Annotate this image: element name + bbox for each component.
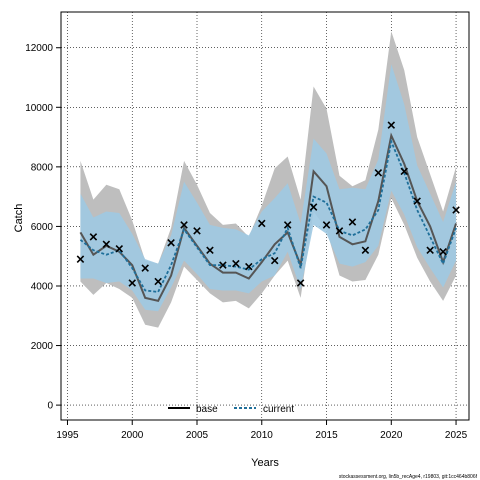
y-axis-title: Catch <box>13 204 25 233</box>
x-tick-label: 2000 <box>121 430 144 441</box>
base-line <box>79 132 457 303</box>
y-tick-label: 4000 <box>31 281 54 292</box>
observation-marker <box>270 256 279 265</box>
observation-marker <box>89 233 98 241</box>
observation-marker <box>154 277 162 286</box>
x-tick-label: 2020 <box>380 430 403 441</box>
observation-marker <box>193 227 201 235</box>
y-tick-label: 6000 <box>31 222 54 233</box>
series-lines <box>79 132 457 303</box>
x-tick-label: 2005 <box>186 430 209 441</box>
x-tick-label: 2025 <box>445 430 468 441</box>
x-tick-label: 2010 <box>251 430 274 441</box>
observation-marker <box>283 221 292 229</box>
x-axis-title: Years <box>251 457 279 469</box>
footer-watermark: stockassessment.org, lin5b_recAge4, r198… <box>339 474 478 480</box>
observation-marker <box>452 206 460 214</box>
plot-frame <box>60 11 470 421</box>
observation-marker <box>361 246 370 255</box>
observation-marker <box>439 247 447 256</box>
x-tick-label: 1995 <box>56 430 79 441</box>
observation-marker <box>76 255 85 263</box>
legend-base-label: base <box>196 404 218 415</box>
observation-marker <box>426 246 434 255</box>
observation-marker <box>400 167 409 176</box>
observation-marker <box>374 169 383 177</box>
observation-marker <box>206 246 214 255</box>
y-tick-label: 8000 <box>31 162 54 173</box>
x-tick-label: 2015 <box>315 430 338 441</box>
observation-marker <box>219 261 227 269</box>
observation-marker <box>141 264 149 272</box>
observation-marker <box>115 244 124 253</box>
legend-current-label: current <box>263 404 294 415</box>
observation-marker <box>413 197 421 205</box>
y-axis: 0 2000 4000 6000 8000 10000 12000 <box>25 43 61 412</box>
current-confidence-band <box>80 64 457 312</box>
observation-marker <box>245 262 253 271</box>
observation-marker <box>335 227 344 235</box>
observation-marker <box>257 219 266 228</box>
observation-marker <box>167 239 175 247</box>
y-tick-label: 12000 <box>25 43 53 54</box>
observation-points <box>76 121 460 287</box>
y-tick-label: 0 <box>47 401 53 412</box>
observation-marker <box>180 221 188 229</box>
observation-marker <box>102 240 111 249</box>
observation-marker <box>309 203 318 211</box>
observation-marker <box>348 218 357 226</box>
observation-marker <box>322 221 331 229</box>
x-axis: 1995 2000 2005 2010 2015 2020 2025 <box>56 420 468 441</box>
observation-marker <box>296 279 305 287</box>
observation-marker <box>128 279 137 287</box>
observation-marker <box>232 259 240 268</box>
legend: base current <box>168 404 294 415</box>
current-line <box>79 138 457 293</box>
y-tick-label: 2000 <box>31 341 54 352</box>
observation-marker <box>387 121 396 129</box>
y-tick-label: 10000 <box>25 103 53 114</box>
